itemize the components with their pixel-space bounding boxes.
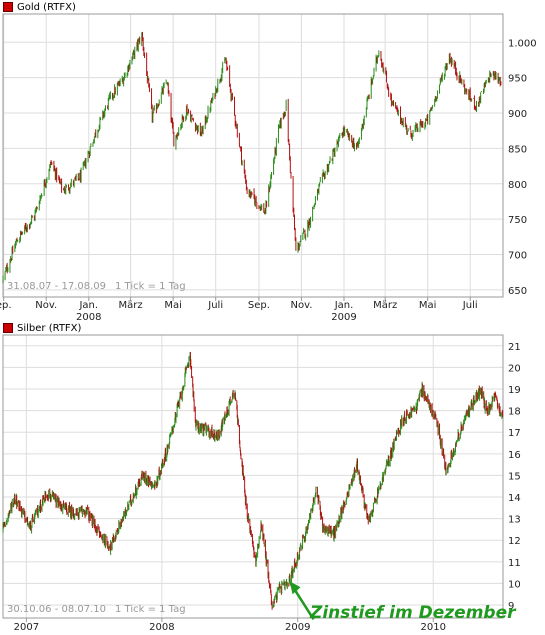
- y-tick-label: 800: [508, 180, 527, 191]
- x-tick-label: Mai: [164, 300, 182, 311]
- gold-series-swatch: [3, 2, 13, 12]
- y-tick-label: 15: [508, 471, 521, 482]
- y-tick-label: 17: [508, 428, 521, 439]
- y-tick-label: 750: [508, 215, 527, 226]
- x-tick-label: Mai: [419, 300, 437, 311]
- annotation-label: Zinstief im Dezember: [309, 603, 517, 623]
- tick-scale-label: 1 Tick = 1 Tag: [115, 281, 186, 292]
- y-tick-label: 10: [508, 579, 521, 590]
- y-tick-label: 21: [508, 342, 521, 353]
- period-label: 31.08.07 - 17.08.09: [7, 281, 106, 292]
- x-tick-label: März: [373, 300, 397, 311]
- y-tick-label: 20: [508, 363, 521, 374]
- y-tick-label: 14: [508, 493, 521, 504]
- x-year-label: 2009: [331, 312, 356, 323]
- y-tick-label: 11: [508, 558, 521, 569]
- x-tick-label: 2010: [420, 622, 445, 633]
- y-tick-label: 16: [508, 450, 521, 461]
- x-tick-label: Jan.: [78, 300, 98, 311]
- silver-chart-header: Silber (RTFX): [3, 321, 81, 335]
- x-tick-label: 2008: [149, 622, 174, 633]
- x-tick-label: Nov.: [35, 300, 57, 311]
- y-tick-label: 650: [508, 286, 527, 297]
- plot-frame: [2, 13, 504, 298]
- annotation-arrow-shaft: [291, 585, 315, 620]
- period-label: 30.10.06 - 08.07.10: [7, 604, 106, 615]
- gold-chart-title: Gold (RTFX): [17, 1, 76, 13]
- y-tick-label: 1.000: [508, 38, 537, 49]
- gold-chart-header: Gold (RTFX): [3, 0, 76, 14]
- silver-series-swatch: [3, 323, 13, 333]
- x-tick-label: 2007: [14, 622, 39, 633]
- y-tick-label: 850: [508, 144, 527, 155]
- y-tick-label: 12: [508, 536, 521, 547]
- y-tick-label: 700: [508, 251, 527, 262]
- x-tick-label: Jan.: [334, 300, 354, 311]
- x-tick-label: Sep.: [248, 300, 270, 311]
- silver-chart-title: Silber (RTFX): [17, 322, 82, 334]
- y-tick-label: 9: [508, 601, 514, 612]
- tick-scale-label: 1 Tick = 1 Tag: [115, 604, 186, 615]
- y-tick-label: 19: [508, 385, 521, 396]
- x-tick-label: Juli: [207, 300, 223, 311]
- x-tick-label: Juli: [462, 300, 478, 311]
- x-year-label: 2008: [76, 312, 101, 323]
- x-tick-label: Nov.: [291, 300, 313, 311]
- y-tick-label: 18: [508, 407, 521, 418]
- y-tick-label: 950: [508, 74, 527, 85]
- x-tick-label: ep.: [0, 300, 12, 311]
- x-tick-label: 2009: [285, 622, 310, 633]
- plot-frame: [2, 334, 504, 619]
- y-tick-label: 900: [508, 109, 527, 120]
- x-tick-label: März: [119, 300, 143, 311]
- y-tick-label: 13: [508, 515, 521, 526]
- annotation-arrow-head: [289, 581, 301, 595]
